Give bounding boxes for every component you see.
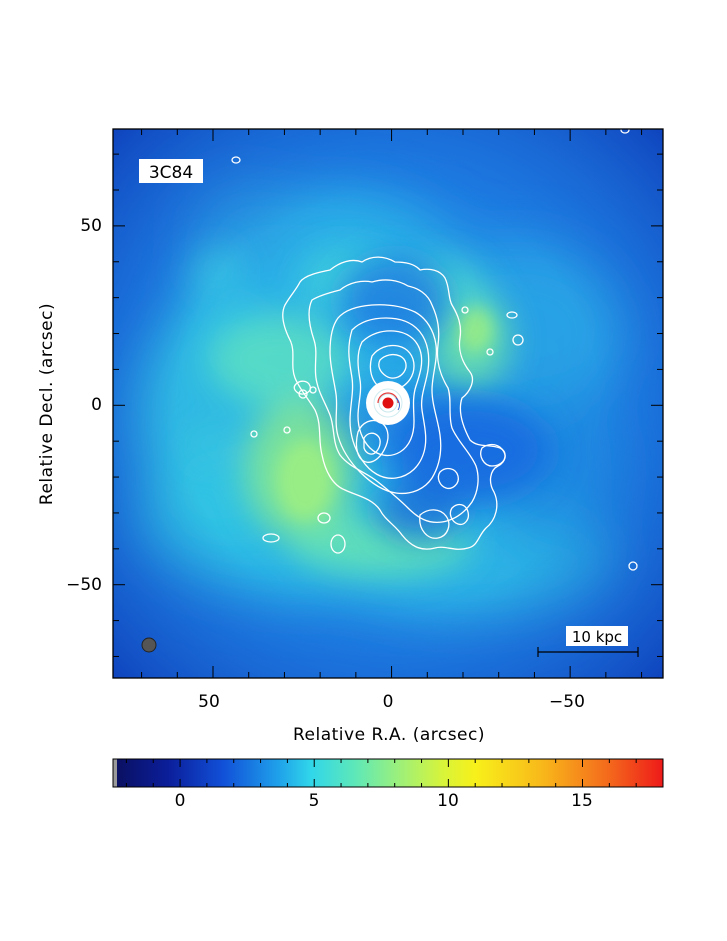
colorbar: 0 5 10 15 [112, 758, 664, 811]
sky-image [113, 129, 663, 678]
colorbar-tick-label: 10 [437, 791, 459, 811]
colorbar-tick-label: 15 [571, 791, 593, 811]
x-axis-title: Relative R.A. (arcsec) [293, 725, 485, 745]
x-tick-label: 50 [198, 692, 220, 712]
x-tick-label: 0 [383, 692, 394, 712]
y-tick-labels: 50 0 −50 [66, 216, 102, 595]
axis-ticks [113, 129, 663, 678]
colorbar-tick-label: 0 [175, 791, 186, 811]
radio-contours [231, 129, 638, 571]
y-tick-label: 0 [91, 395, 102, 415]
scale-bar: 10 kpc [537, 626, 639, 657]
plot-frame [112, 128, 664, 679]
nucleus [366, 381, 410, 425]
x-tick-labels: 50 0 −50 [198, 692, 585, 712]
colorbar-tick-label: 5 [309, 791, 320, 811]
y-tick-label: −50 [66, 575, 102, 595]
scale-bar-label: 10 kpc [572, 628, 622, 646]
object-label: 3C84 [139, 159, 203, 183]
y-tick-label: 50 [80, 216, 102, 236]
beam-marker [141, 637, 157, 653]
y-axis-title: Relative Decl. (arcsec) [37, 303, 57, 505]
colorbar-tick-labels: 0 5 10 15 [175, 791, 593, 811]
x-tick-label: −50 [549, 692, 585, 712]
object-label-text: 3C84 [149, 163, 193, 183]
